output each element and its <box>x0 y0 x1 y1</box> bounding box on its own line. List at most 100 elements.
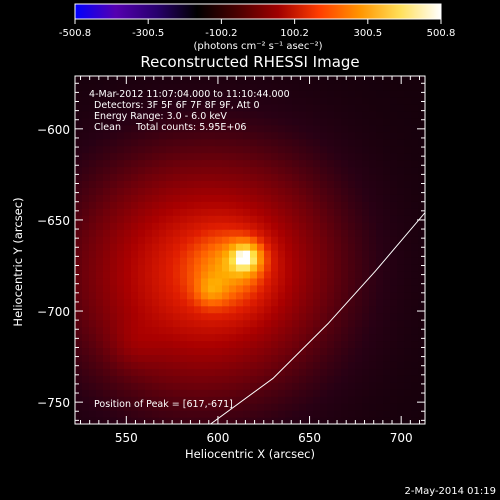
heatmap-cell <box>159 410 167 418</box>
heatmap-cell <box>313 250 321 258</box>
heatmap-cell <box>229 326 237 335</box>
heatmap-cell <box>131 187 139 195</box>
heatmap-cell <box>103 368 111 376</box>
heatmap-cell <box>229 277 237 286</box>
heatmap-cell <box>299 312 307 321</box>
heatmap-cell <box>236 333 244 342</box>
heatmap-cell <box>411 110 419 119</box>
heatmap-cell <box>229 187 237 195</box>
heatmap-cell <box>355 222 363 230</box>
heatmap-cell <box>110 270 118 279</box>
heatmap-cell <box>124 375 132 383</box>
heatmap-cell <box>271 89 279 98</box>
heatmap-cell <box>327 201 335 209</box>
heatmap-cell <box>117 333 125 342</box>
heatmap-cell <box>180 138 188 147</box>
heatmap-cell <box>264 159 272 168</box>
heatmap-cell <box>222 263 230 272</box>
heatmap-cell <box>159 403 167 411</box>
heatmap-cell <box>341 277 349 286</box>
heatmap-cell <box>271 270 279 279</box>
heatmap-cell <box>362 110 370 119</box>
heatmap-cell <box>138 187 146 195</box>
heatmap-cell <box>180 298 188 307</box>
heatmap-cell <box>131 277 139 286</box>
heatmap-cell <box>390 410 398 418</box>
heatmap-cell <box>369 152 377 161</box>
heatmap-cell <box>362 243 370 251</box>
heatmap-cell <box>194 201 202 209</box>
heatmap-cell <box>334 166 342 175</box>
heatmap-cell <box>390 250 398 258</box>
heatmap-cell <box>404 396 412 404</box>
heatmap-cell <box>404 284 412 293</box>
heatmap-cell <box>362 194 370 202</box>
heatmap-cell <box>271 180 279 188</box>
heatmap-cell <box>229 180 237 188</box>
heatmap-cell <box>138 250 146 258</box>
heatmap-cell <box>334 354 342 362</box>
heatmap-cell <box>103 312 111 321</box>
heatmap-cell <box>208 166 216 175</box>
heatmap-cell <box>124 166 132 175</box>
heatmap-cell <box>299 375 307 383</box>
heatmap-cell <box>320 305 328 314</box>
heatmap-cell <box>215 333 223 342</box>
heatmap-cell <box>397 326 405 335</box>
heatmap-cell <box>369 410 377 418</box>
heatmap-cell <box>299 82 307 91</box>
heatmap-cell <box>418 76 425 84</box>
heatmap-cell <box>334 173 342 181</box>
heatmap-cell <box>96 277 104 286</box>
heatmap-cell <box>313 103 321 112</box>
heatmap-cell <box>362 284 370 293</box>
heatmap-cell <box>131 76 139 84</box>
heatmap-cell <box>250 284 258 293</box>
heatmap-cell <box>306 194 314 202</box>
heatmap-cell <box>222 76 230 84</box>
heatmap-cell <box>166 152 174 161</box>
heatmap-cell <box>376 375 384 383</box>
heatmap-cell <box>334 270 342 279</box>
heatmap-cell <box>397 319 405 328</box>
heatmap-cell <box>75 117 83 126</box>
heatmap-cell <box>222 152 230 161</box>
heatmap-cell <box>341 96 349 105</box>
heatmap-cell <box>257 354 265 362</box>
heatmap-cell <box>166 131 174 140</box>
heatmap-cell <box>187 222 195 230</box>
heatmap-cell <box>299 222 307 230</box>
heatmap-cell <box>264 284 272 293</box>
heatmap-cell <box>173 347 181 355</box>
heatmap-cell <box>341 284 349 293</box>
heatmap-cell <box>96 187 104 195</box>
heatmap-cell <box>110 117 118 126</box>
heatmap-cell <box>348 305 356 314</box>
heatmap-cell <box>411 194 419 202</box>
heatmap-cell <box>418 256 425 265</box>
heatmap-cell <box>257 333 265 342</box>
heatmap-cell <box>138 76 146 84</box>
heatmap-cell <box>75 187 83 195</box>
heatmap-cell <box>222 319 230 328</box>
heatmap-cell <box>103 270 111 279</box>
heatmap-cell <box>320 382 328 390</box>
heatmap-cell <box>327 222 335 230</box>
heatmap-cell <box>173 382 181 390</box>
heatmap-cell <box>187 159 195 168</box>
heatmap-cell <box>229 201 237 209</box>
heatmap-cell <box>103 124 111 133</box>
heatmap-cell <box>411 215 419 223</box>
heatmap-cell <box>411 326 419 335</box>
heatmap-cell <box>187 305 195 314</box>
heatmap-cell <box>75 347 83 355</box>
heatmap-cell <box>152 333 160 342</box>
heatmap-cell <box>418 410 425 418</box>
heatmap-cell <box>278 396 286 404</box>
heatmap-cell <box>390 417 398 424</box>
heatmap-cell <box>222 208 230 216</box>
heatmap-cell <box>180 236 188 244</box>
heatmap-cell <box>250 417 258 424</box>
heatmap-cell <box>159 361 167 369</box>
heatmap-cell <box>306 291 314 300</box>
